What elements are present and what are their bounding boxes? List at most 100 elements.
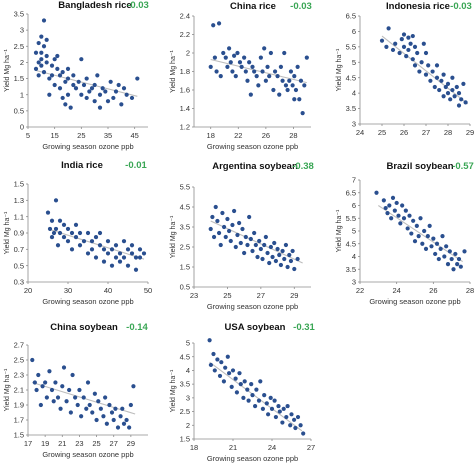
data-point [238, 240, 243, 246]
data-point [233, 376, 238, 381]
correlation-value: -0.38 [292, 161, 314, 172]
data-point [207, 338, 212, 343]
data-point [217, 373, 223, 379]
data-point [258, 246, 263, 252]
data-point [49, 234, 55, 240]
data-point [129, 251, 135, 256]
data-point [108, 79, 113, 84]
data-point [401, 32, 407, 37]
chart-china-rice: 1.2 1.4 1.6 1.8 2 2.2 2.4 18 22 26 28 Yield Mg ha⁻¹… [170, 1, 312, 151]
data-point [389, 216, 394, 221]
data-point [135, 76, 140, 81]
data-point [426, 63, 431, 68]
data-point [61, 222, 67, 227]
data-point [51, 230, 57, 236]
data-point [49, 387, 55, 393]
data-point [265, 64, 270, 69]
x-tick-label: 25 [77, 131, 85, 140]
data-point [137, 255, 143, 260]
data-point [304, 55, 309, 60]
y-tick-label: 2.5 [180, 243, 190, 252]
chart-brazil-soybean: 3 3.5 4 4.5 5 5.5 6 6.5 7 22 24 26 28 Yield Mg ha⁻¹ Gr… [336, 161, 474, 306]
data-point [449, 256, 454, 262]
data-point [117, 259, 123, 264]
data-point [47, 92, 52, 97]
y-tick-label: 4.5 [180, 352, 190, 361]
y-tick-label: 1.5 [14, 431, 24, 440]
data-point [383, 205, 388, 211]
data-point [412, 239, 418, 244]
data-point [44, 60, 49, 65]
data-point [219, 360, 224, 365]
data-point [430, 69, 435, 74]
y-axis-title: Yield Mg ha⁻¹ [336, 48, 343, 91]
data-point [216, 230, 222, 236]
data-point [44, 395, 49, 400]
data-point [433, 251, 438, 257]
data-point [266, 412, 271, 417]
data-point [429, 244, 434, 249]
y-tick-label: 4.5 [346, 73, 356, 82]
data-point [227, 371, 232, 376]
data-point [101, 414, 106, 419]
data-point [93, 234, 99, 240]
data-point [280, 420, 285, 425]
y-tick-label: 5 [186, 339, 190, 348]
data-point [113, 255, 119, 260]
data-point [290, 248, 295, 254]
data-point [281, 406, 286, 411]
data-point [129, 243, 135, 248]
data-point [252, 69, 257, 74]
data-point [437, 87, 442, 93]
data-point [275, 74, 280, 79]
y-axis-title: Yield Mg ha⁻¹ [4, 48, 11, 91]
data-point [92, 99, 97, 104]
x-tick-label: 27 [307, 443, 315, 452]
x-tick-label: 29 [466, 128, 474, 137]
data-point [250, 393, 255, 398]
data-point [233, 244, 238, 250]
data-point [447, 249, 452, 254]
y-tick-label: 1.6 [180, 86, 190, 95]
y-tick-label: 2.3 [14, 371, 24, 380]
data-point [33, 50, 39, 55]
y-axis-title: Yield Mg ha⁻¹ [170, 215, 177, 258]
data-point [278, 64, 284, 69]
y-tick-label: 6 [352, 201, 356, 210]
data-point [390, 47, 396, 53]
data-point [242, 55, 247, 60]
data-point [40, 384, 45, 389]
data-point [81, 395, 86, 400]
data-point [36, 372, 41, 378]
x-axis-title: Growing season ozone ppb [207, 302, 298, 311]
data-point [133, 255, 139, 260]
data-point [268, 395, 273, 400]
data-point [235, 232, 240, 238]
chart-title: Indonesia rice [386, 1, 450, 12]
y-tick-label: 4 [352, 89, 356, 98]
data-point [405, 226, 410, 231]
data-point [415, 50, 420, 56]
data-point [242, 379, 247, 384]
x-tick-label: 30 [64, 286, 72, 295]
x-tick-label: 35 [104, 131, 112, 140]
x-axis-title: Growing season ozone ppb [42, 142, 133, 151]
data-point [77, 243, 83, 248]
data-point [230, 69, 235, 74]
data-point [451, 267, 456, 272]
data-point [109, 263, 115, 268]
data-point [65, 226, 71, 232]
data-point [85, 230, 91, 236]
data-point [265, 250, 270, 256]
data-point [212, 368, 217, 373]
chart-title: USA soybean [225, 322, 286, 333]
data-point [41, 70, 47, 75]
y-tick-label: 1.5 [14, 180, 24, 189]
data-point [113, 89, 119, 94]
data-point [277, 409, 282, 414]
data-point [280, 78, 285, 83]
data-point [381, 198, 386, 203]
data-point [119, 102, 124, 107]
correlation-value: -0.03 [127, 0, 149, 11]
data-point [52, 57, 57, 62]
